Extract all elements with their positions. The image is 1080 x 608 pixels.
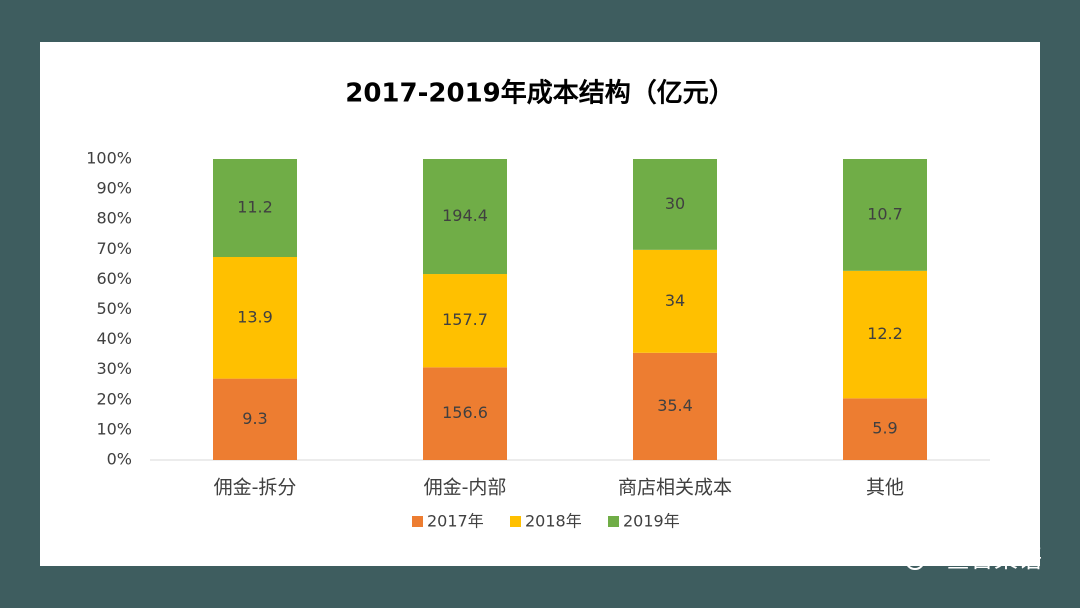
bar-segment [843,270,927,399]
bar-segment [423,367,507,460]
bar-segment [213,378,297,460]
bar-segment [423,159,507,275]
y-tick-label: 50% [96,299,132,318]
y-tick-label: 90% [96,179,132,198]
y-tick-label: 20% [96,389,132,408]
y-tick-label: 0% [107,450,132,469]
data-label: 157.7 [442,310,488,329]
data-label: 35.4 [657,396,693,415]
data-label: 156.6 [442,403,488,422]
data-label: 11.2 [237,198,273,217]
data-label: 34 [665,291,685,310]
bar-segment [423,274,507,368]
legend-label: 2017年 [427,512,484,531]
data-label: 12.2 [867,324,903,343]
chart-title: 2017-2019年成本结构（亿元） [345,78,735,109]
x-tick-label: 商店相关成本 [618,477,732,499]
bar-segment [633,159,717,250]
legend-swatch [412,516,423,527]
data-label: 13.9 [237,307,273,326]
bar-segment [633,249,717,353]
y-tick-label: 10% [96,419,132,438]
y-tick-label: 60% [96,269,132,288]
data-label: 9.3 [242,409,267,428]
legend-label: 2019年 [623,512,680,531]
legend-swatch [510,516,521,527]
watermark-icon [905,550,925,570]
bar-segment [843,159,927,271]
bar-segment [843,398,927,460]
legend-swatch [608,516,619,527]
data-label: 10.7 [867,204,903,223]
y-tick-label: 80% [96,209,132,228]
data-label: 5.9 [872,419,897,438]
y-tick-label: 40% [96,329,132,348]
y-tick-label: 30% [96,359,132,378]
data-label: 30 [665,194,685,213]
y-tick-label: 70% [96,239,132,258]
bar-segment [213,257,297,379]
x-tick-label: 佣金-内部 [424,477,507,499]
legend-label: 2018年 [525,512,582,531]
y-tick-label: 100% [86,149,132,168]
x-tick-label: 佣金-拆分 [214,477,297,499]
x-tick-label: 其他 [866,477,904,499]
bar-segment [213,159,297,257]
watermark: 叁言梁语 [946,545,1042,573]
bar-segment [633,352,717,460]
data-label: 194.4 [442,206,488,225]
